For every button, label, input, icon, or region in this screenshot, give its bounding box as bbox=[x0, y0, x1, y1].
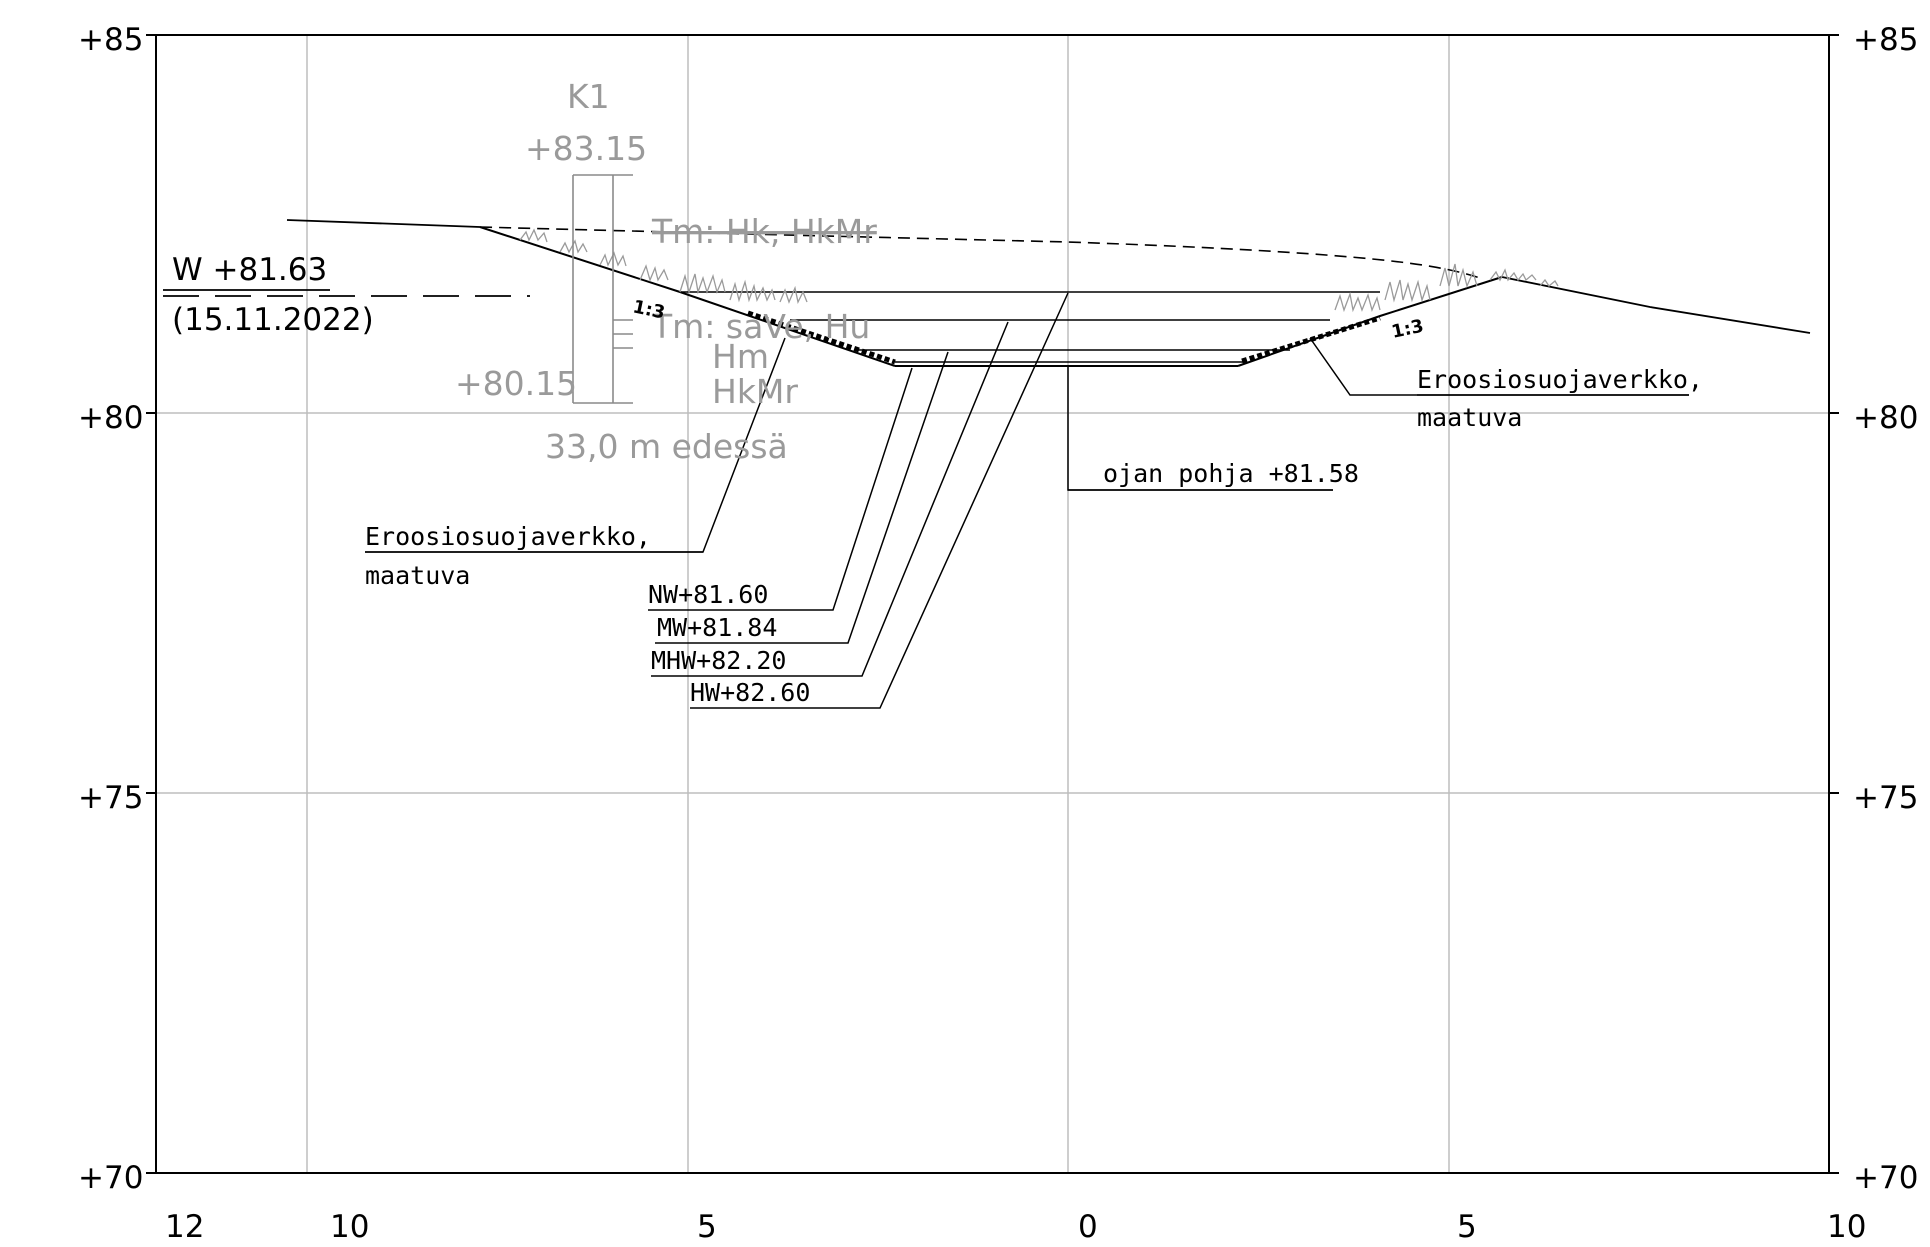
erosion-left-line1: Eroosiosuojaverkko, bbox=[365, 522, 651, 551]
water-levels bbox=[680, 291, 1380, 363]
ground-line-left bbox=[286, 219, 481, 228]
y-label-right-85: +85 bbox=[1853, 22, 1918, 58]
nw-label: NW+81.60 bbox=[648, 580, 768, 609]
vegetation-left bbox=[519, 228, 808, 304]
erosion-net-left bbox=[747, 310, 896, 365]
soil-upper-label: Tm: Hk, HkMr bbox=[651, 212, 877, 251]
annotation-underlines bbox=[365, 394, 1689, 553]
slope-right-label: 1:3 bbox=[1390, 316, 1426, 343]
existing-ground-dashed bbox=[479, 226, 1481, 279]
leader-mhw bbox=[651, 321, 1009, 677]
x-label-5-left: 5 bbox=[697, 1209, 717, 1245]
leader-mw bbox=[655, 351, 949, 644]
mhw-label: MHW+82.20 bbox=[651, 646, 786, 675]
x-label-12: 12 bbox=[165, 1209, 204, 1245]
vegetation-right bbox=[1334, 263, 1559, 313]
tick-marks bbox=[146, 34, 1839, 1174]
water-mark-w bbox=[163, 289, 530, 297]
borehole-bottom-level: +80.15 bbox=[455, 364, 577, 403]
soil-hm-label: Hm bbox=[712, 337, 769, 376]
leader-nw bbox=[648, 367, 913, 611]
ground-line-right bbox=[1501, 276, 1811, 334]
borehole-top-level: +83.15 bbox=[525, 129, 647, 168]
x-label-10: 10 bbox=[330, 1209, 369, 1245]
water-level-date: (15.11.2022) bbox=[172, 302, 374, 338]
y-label-left-75: +75 bbox=[78, 780, 143, 816]
erosion-right-line1: Eroosiosuojaverkko, bbox=[1417, 365, 1703, 394]
erosion-right-line2: maatuva bbox=[1417, 403, 1522, 432]
borehole-distance-note: 33,0 m edessä bbox=[545, 427, 788, 466]
soil-lower-label: Tm: saVe, Hu bbox=[651, 307, 870, 346]
x-label-5-right: 5 bbox=[1457, 1209, 1477, 1245]
soil-hkmr-label: HkMr bbox=[712, 372, 798, 411]
erosion-left-line2: maatuva bbox=[365, 561, 470, 590]
water-level-label: W +81.63 bbox=[172, 252, 327, 288]
y-label-left-70: +70 bbox=[78, 1160, 143, 1196]
y-label-right-70: +70 bbox=[1853, 1160, 1918, 1196]
hw-label: HW+82.60 bbox=[690, 678, 810, 707]
grid bbox=[156, 35, 1829, 1173]
mw-label: MW+81.84 bbox=[657, 613, 777, 642]
plot-frame bbox=[155, 34, 1830, 1174]
leader-hw bbox=[690, 292, 1069, 709]
ditch-bottom-label: ojan pohja +81.58 bbox=[1103, 459, 1359, 488]
leader-lines bbox=[365, 292, 1689, 709]
borehole-k1 bbox=[572, 174, 633, 404]
y-label-right-75: +75 bbox=[1853, 780, 1918, 816]
slope-left-label: 1:3 bbox=[631, 296, 667, 323]
right-slope bbox=[1237, 276, 1503, 367]
x-label-0: 0 bbox=[1078, 1209, 1098, 1245]
y-label-right-80: +80 bbox=[1853, 400, 1918, 436]
borehole-name: K1 bbox=[567, 77, 610, 116]
x-label-10-right: 10 bbox=[1827, 1209, 1866, 1245]
y-label-left-85: +85 bbox=[78, 22, 143, 58]
y-label-left-80: +80 bbox=[78, 400, 143, 436]
